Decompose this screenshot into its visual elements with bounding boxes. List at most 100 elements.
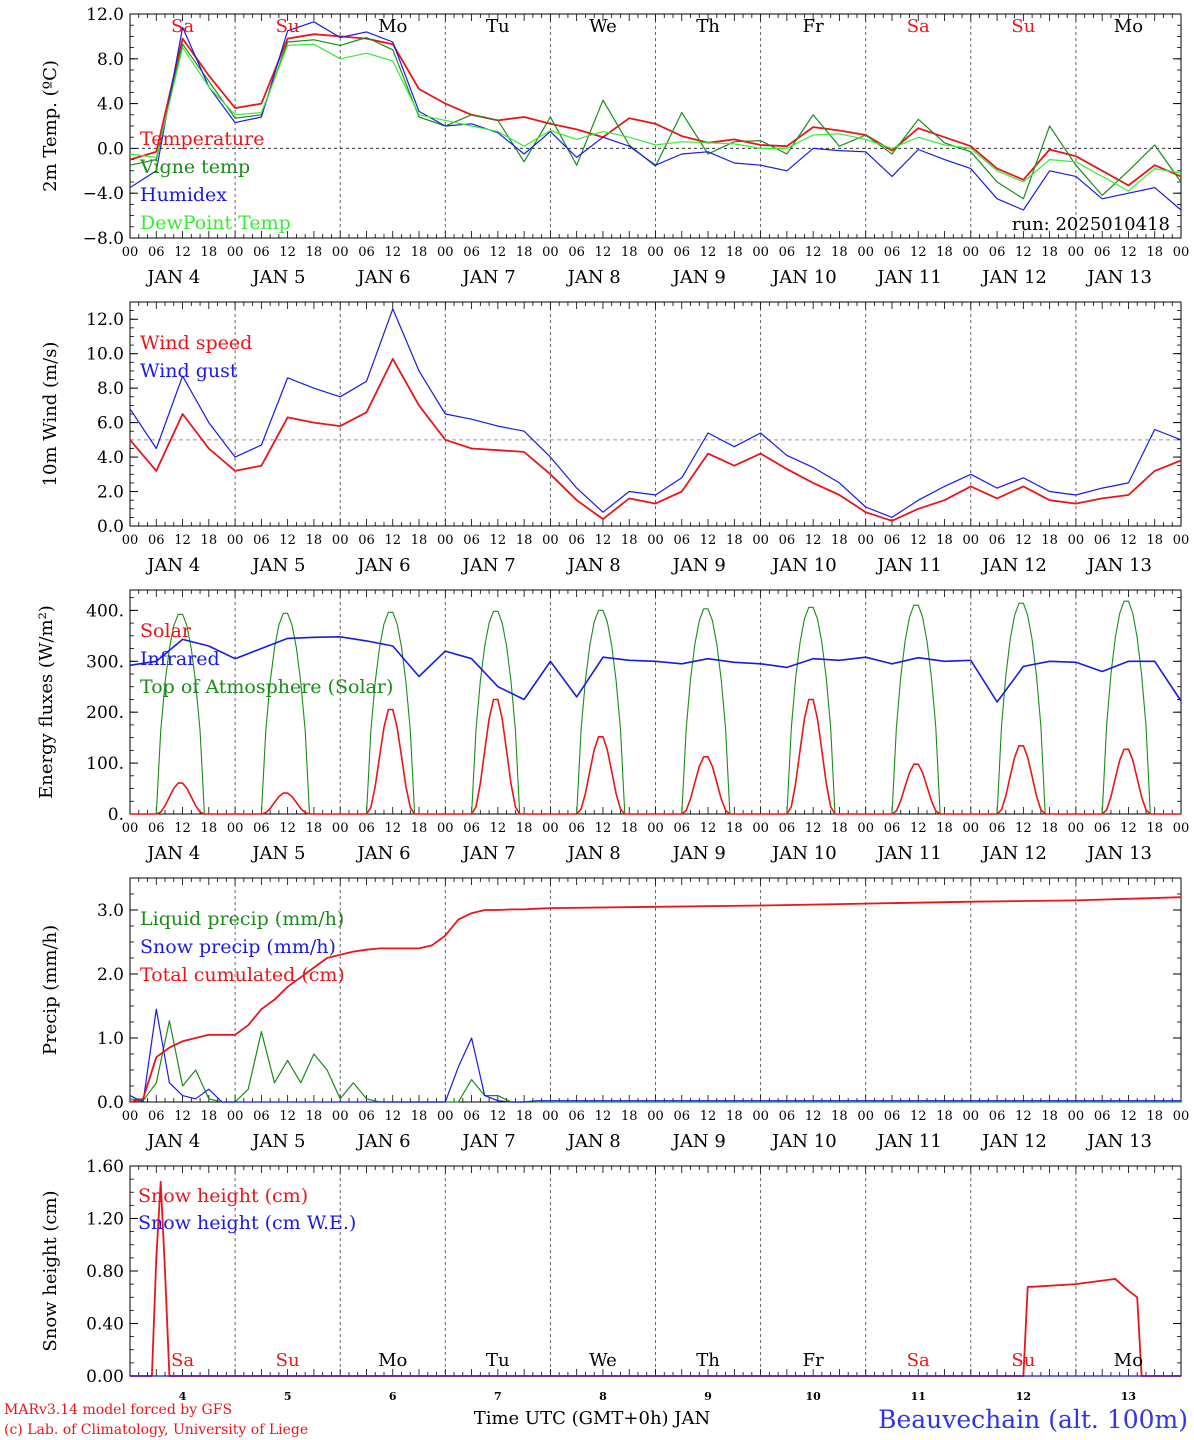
y-axis-label: Snow height (cm) — [40, 1190, 61, 1351]
date-label: JAN 8 — [566, 267, 621, 288]
hour-label: 00 — [1173, 533, 1190, 548]
date-label: JAN 4 — [145, 555, 200, 576]
y-tick-label: 1.60 — [86, 1157, 124, 1177]
y-tick-label: 400. — [86, 601, 124, 621]
day-name: We — [589, 1350, 617, 1371]
station-label: Beauvechain (alt. 100m) — [878, 1405, 1188, 1434]
hour-label: 06 — [674, 1109, 691, 1124]
hour-label: 00 — [857, 821, 874, 836]
hour-label: 00 — [437, 245, 454, 260]
run-label: run: 2025010418 — [1012, 214, 1170, 235]
hour-label: 06 — [358, 533, 375, 548]
hour-label: 12 — [279, 533, 296, 548]
hour-label: 18 — [726, 245, 743, 260]
y-tick-label: 0.0 — [97, 1093, 124, 1113]
footer-model-line: MARv3.14 model forced by GFS — [4, 1402, 232, 1418]
hour-label: 12 — [174, 821, 191, 836]
hour-label: 18 — [516, 1109, 533, 1124]
hour-label: 00 — [963, 245, 980, 260]
hour-label: 12 — [700, 533, 717, 548]
hour-label: 00 — [963, 821, 980, 836]
hour-label: 18 — [726, 821, 743, 836]
day-number: 11 — [911, 1390, 926, 1403]
y-tick-label: 4.0 — [97, 448, 124, 468]
day-number: 10 — [805, 1390, 821, 1403]
hour-label: 06 — [779, 245, 796, 260]
hour-label: 18 — [1041, 1109, 1058, 1124]
legend-entry: Wind speed — [140, 332, 252, 354]
hour-label: 12 — [490, 821, 507, 836]
date-label: JAN 13 — [1085, 267, 1152, 288]
hour-label: 18 — [936, 245, 953, 260]
hour-label: 00 — [542, 533, 559, 548]
series-solar — [130, 698, 1181, 815]
date-label: JAN 10 — [770, 1131, 837, 1152]
hour-label: 12 — [174, 245, 191, 260]
date-label: JAN 7 — [461, 843, 516, 864]
panel-temperature: 12.0 8.0 4.0 0.0 −4.0 −8.0 2m Temp. (ºC) Temper… — [40, 5, 1189, 288]
date-label: JAN 5 — [250, 1131, 305, 1152]
day-number: 13 — [1121, 1390, 1136, 1403]
series-wind-gust — [129, 308, 1182, 519]
y-tick-label: 0.0 — [97, 139, 124, 159]
y-tick-label: 3.0 — [97, 901, 124, 921]
hour-label: 12 — [805, 533, 822, 548]
hour-label: 06 — [568, 1109, 585, 1124]
panel-precip: 3.0 2.0 1.0 0.0 Precip (mm/h) Liquid precip (… — [40, 877, 1189, 1152]
legend-entry: Snow height (cm W.E.) — [138, 1212, 356, 1234]
hour-label: 00 — [332, 245, 349, 260]
day-name: Sa — [171, 1350, 194, 1371]
y-tick-label: 4.0 — [97, 95, 124, 115]
hour-label: 06 — [674, 533, 691, 548]
day-name: Tu — [486, 1350, 510, 1371]
hour-label: 06 — [358, 245, 375, 260]
date-label: JAN 6 — [355, 267, 410, 288]
date-label: JAN 4 — [145, 1131, 200, 1152]
hour-label: 00 — [963, 1109, 980, 1124]
hour-label: 18 — [201, 533, 218, 548]
y-tick-label: 200. — [86, 703, 124, 723]
y-tick-label: 2.0 — [97, 965, 124, 985]
hour-label: 12 — [1120, 245, 1137, 260]
hour-label: 06 — [989, 821, 1006, 836]
legend-entry: Solar — [140, 620, 192, 642]
y-tick-label: −4.0 — [83, 184, 124, 204]
hour-label: 18 — [726, 533, 743, 548]
hour-label: 18 — [936, 1109, 953, 1124]
hour-label: 12 — [174, 1109, 191, 1124]
legend-entry: Wind gust — [140, 360, 238, 382]
panel-snow: 1.60 1.20 0.80 0.40 0.00 Snow height (cm) Snow… — [40, 1157, 1182, 1403]
hour-label: 00 — [857, 245, 874, 260]
hour-label: 00 — [437, 1109, 454, 1124]
hour-label: 06 — [989, 533, 1006, 548]
legend-entry: Humidex — [140, 184, 227, 206]
hour-label: 06 — [1094, 821, 1111, 836]
legend-entry: Infrared — [140, 648, 220, 670]
hour-label: 12 — [700, 245, 717, 260]
hour-label: 12 — [490, 245, 507, 260]
day-name: Su — [276, 1350, 300, 1371]
day-name: Mo — [378, 16, 407, 37]
hour-label: 06 — [463, 821, 480, 836]
y-tick-label: 300. — [86, 652, 124, 672]
hour-label: 12 — [910, 245, 927, 260]
hour-label: 06 — [779, 821, 796, 836]
day-name: Su — [1011, 16, 1035, 37]
hour-label: 12 — [1015, 245, 1032, 260]
date-label: JAN 4 — [145, 843, 200, 864]
y-tick-label: 2.0 — [97, 483, 124, 503]
hour-label: 00 — [752, 1109, 769, 1124]
date-label: JAN 9 — [671, 555, 726, 576]
hour-label: 12 — [384, 821, 401, 836]
hour-label: 18 — [306, 245, 323, 260]
hour-label: 12 — [279, 1109, 296, 1124]
hour-label: 12 — [700, 1109, 717, 1124]
hour-label: 00 — [437, 533, 454, 548]
hour-label: 18 — [936, 533, 953, 548]
date-label: JAN 5 — [250, 267, 305, 288]
x-axis-label: Time UTC (GMT+0h) JAN — [474, 1408, 711, 1429]
legend-entry: Vigne temp — [139, 156, 250, 178]
hour-label: 18 — [936, 821, 953, 836]
hour-label: 18 — [201, 821, 218, 836]
